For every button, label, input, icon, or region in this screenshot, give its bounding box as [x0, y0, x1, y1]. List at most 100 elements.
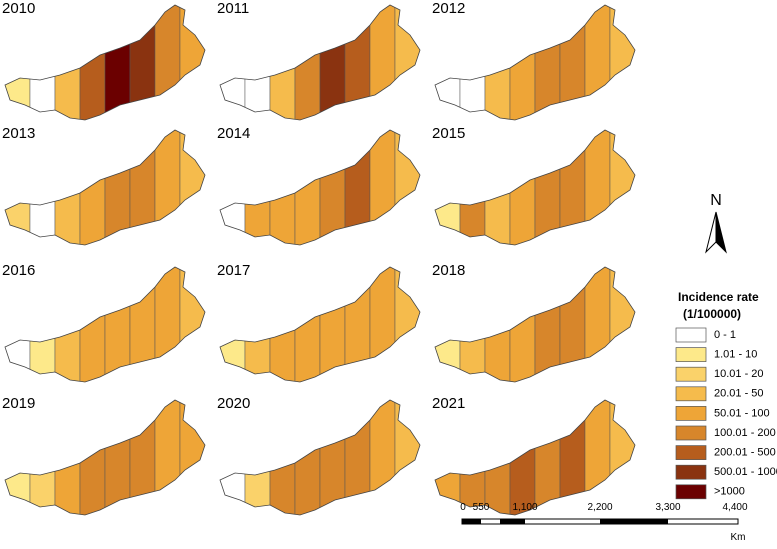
region — [559, 130, 586, 245]
map-outline — [219, 399, 421, 516]
region — [484, 130, 511, 245]
region — [54, 5, 81, 120]
legend-label: 100.01 - 200 — [714, 427, 776, 439]
region — [509, 5, 536, 120]
region — [394, 5, 420, 120]
region — [459, 5, 486, 120]
scale-label: 4,400 — [722, 502, 747, 513]
north-label: N — [710, 192, 722, 209]
region-map — [220, 130, 420, 245]
region — [369, 130, 396, 245]
legend-title: Incidence rate — [678, 290, 759, 304]
region — [369, 5, 396, 120]
region-map — [435, 130, 635, 245]
region-map — [220, 5, 420, 120]
map-outline — [219, 129, 421, 246]
region — [559, 267, 586, 382]
region — [29, 267, 56, 382]
region — [609, 130, 635, 245]
legend-swatch — [675, 484, 707, 500]
region — [154, 400, 181, 515]
region — [369, 267, 396, 382]
region — [484, 267, 511, 382]
region — [269, 267, 296, 382]
scale-label: 550 — [473, 502, 490, 513]
region — [609, 267, 635, 382]
region — [54, 400, 81, 515]
region — [584, 5, 611, 120]
year-label: 2021 — [432, 395, 465, 412]
legend-label: >1000 — [714, 486, 745, 498]
region — [584, 267, 611, 382]
year-label: 2019 — [2, 395, 35, 412]
region — [344, 130, 371, 245]
region-map — [5, 400, 205, 515]
year-label: 2014 — [217, 125, 250, 142]
legend-label: 10.01 - 20 — [714, 368, 764, 380]
region — [5, 267, 31, 382]
map-outline — [219, 266, 421, 383]
region — [559, 5, 586, 120]
region — [435, 5, 461, 120]
legend-label: 20.01 - 50 — [714, 388, 764, 400]
region — [584, 130, 611, 245]
region — [609, 400, 635, 515]
legend-label: 1.01 - 10 — [714, 349, 757, 361]
map-outline — [4, 399, 206, 516]
legend-swatch — [675, 366, 707, 382]
legend-swatch — [675, 327, 707, 343]
year-label: 2013 — [2, 125, 35, 142]
region — [609, 5, 635, 120]
region — [220, 5, 246, 120]
map-panel: 2013 — [2, 125, 206, 246]
map-panel: 2020 — [217, 395, 421, 516]
region — [344, 5, 371, 120]
scale-unit: Km — [731, 532, 746, 543]
region — [220, 267, 246, 382]
year-label: 2010 — [2, 0, 35, 17]
region — [244, 5, 271, 120]
region — [79, 5, 106, 120]
legend-swatch — [675, 386, 707, 402]
map-outline — [4, 266, 206, 383]
legend-swatch — [675, 445, 707, 460]
legend-swatch — [675, 347, 707, 362]
map-outline — [219, 4, 421, 121]
region — [484, 5, 511, 120]
region-map — [220, 267, 420, 382]
region-map — [435, 5, 635, 120]
map-outline — [434, 399, 636, 516]
region — [29, 400, 56, 515]
region — [394, 400, 420, 515]
legend-label: 50.01 - 100 — [714, 407, 770, 419]
region — [269, 5, 296, 120]
year-label: 2015 — [432, 125, 465, 142]
region — [79, 267, 106, 382]
scale-bar: 0 550 1,100 2,200 3,300 4,400 Km — [460, 502, 748, 543]
region — [269, 400, 296, 515]
region — [29, 130, 56, 245]
region — [509, 267, 536, 382]
region — [344, 400, 371, 515]
region — [244, 400, 271, 515]
legend-swatch — [675, 406, 707, 421]
year-label: 2016 — [2, 262, 35, 279]
map-outline — [4, 4, 206, 121]
region — [435, 130, 461, 245]
region — [179, 130, 205, 245]
legend-unit: (1/100000) — [683, 307, 741, 321]
region — [154, 130, 181, 245]
map-outline — [434, 4, 636, 121]
region — [294, 267, 321, 382]
region — [559, 400, 586, 515]
region — [294, 400, 321, 515]
map-panel: 2014 — [217, 125, 421, 246]
map-outline — [4, 129, 206, 246]
region — [154, 267, 181, 382]
region — [54, 267, 81, 382]
region — [54, 130, 81, 245]
region — [509, 130, 536, 245]
year-label: 2017 — [217, 262, 250, 279]
map-panel: 2019 — [2, 395, 206, 516]
